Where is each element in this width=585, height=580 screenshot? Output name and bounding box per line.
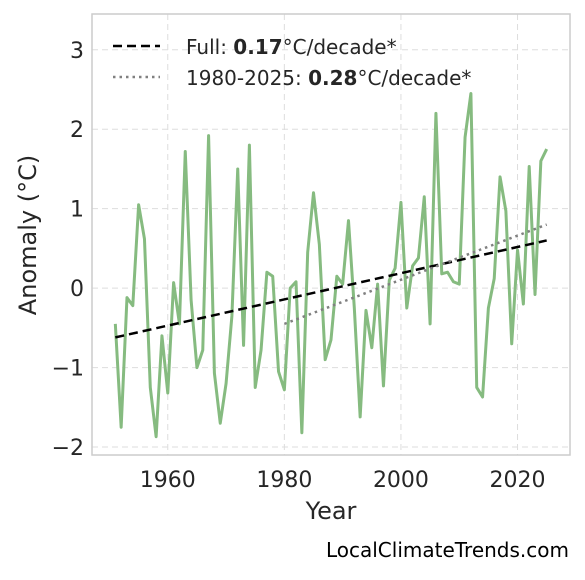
- anomaly-series-line: [113, 91, 549, 439]
- tick-labels: 1960 1980 2000 2020 −2 −1 0 1 2 3: [52, 39, 546, 493]
- y-axis-label: Anomaly (°C): [14, 155, 42, 315]
- trend-line-recent: [283, 223, 548, 326]
- x-axis-label: Year: [305, 497, 357, 525]
- x-tick-label: 2020: [490, 468, 546, 493]
- y-tick-label: 2: [70, 118, 84, 143]
- grid: [92, 14, 570, 455]
- y-tick-label: −2: [52, 436, 84, 461]
- y-tick-label: 3: [70, 39, 84, 64]
- plot-frame: [91, 13, 571, 456]
- legend-label-full: Full: 0.17°C/decade*: [186, 35, 397, 59]
- y-tick-label: 1: [70, 198, 84, 223]
- y-tick-label: −1: [52, 357, 84, 382]
- site-credit: LocalClimateTrends.com: [325, 538, 569, 562]
- legend: Full: 0.17°C/decade* 1980-2025: 0.28°C/d…: [113, 35, 471, 90]
- y-tick-label: 0: [70, 277, 84, 302]
- x-tick-label: 1980: [256, 468, 312, 493]
- x-tick-label: 1960: [140, 468, 196, 493]
- trend-line-full: [115, 239, 547, 339]
- x-tick-label: 2000: [373, 468, 429, 493]
- legend-label-recent: 1980-2025: 0.28°C/decade*: [186, 66, 471, 90]
